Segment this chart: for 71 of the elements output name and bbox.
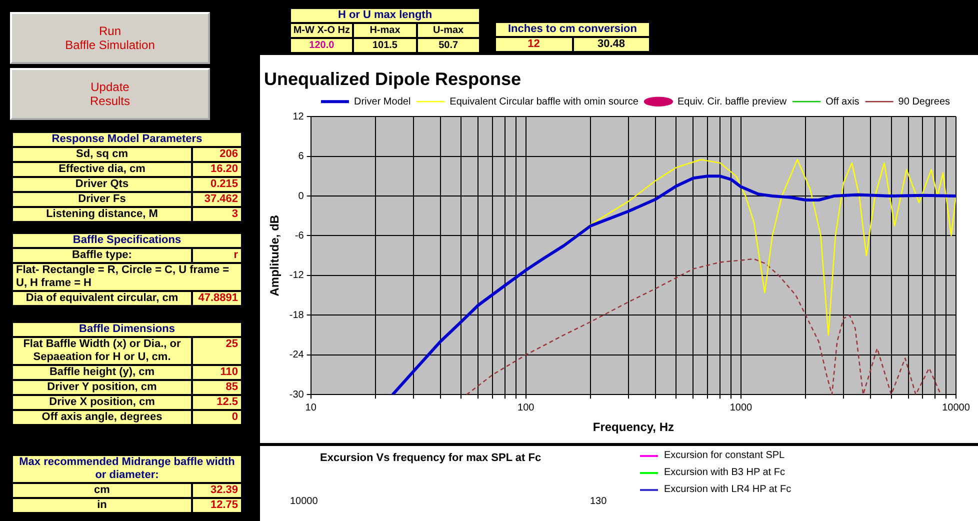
text: 85 — [192, 380, 242, 395]
text: Baffle height (y), cm — [12, 365, 192, 380]
text: Driver Fs — [12, 192, 192, 207]
text: Flat Baffle Width (x) or Dia., or Sepaeation for H or U, cm. — [12, 337, 192, 365]
text: 206 — [192, 147, 242, 162]
text: 50.7 — [416, 38, 480, 53]
text: Excursion with B3 HP at Fc — [664, 467, 785, 478]
legend-label: Equivalent Circular baffle with omin source — [450, 96, 639, 108]
text: Off axis angle, degrees — [12, 410, 192, 425]
y-tick-label: -30 — [289, 389, 304, 400]
text: Drive X position, cm — [12, 395, 192, 410]
text: 12.5 — [192, 395, 242, 410]
text: Driver Qts — [12, 177, 192, 192]
text: cm — [12, 483, 192, 498]
text: Update Results — [10, 68, 210, 120]
x-tick-label: 10 — [305, 402, 317, 414]
text: Sd, sq cm — [12, 147, 192, 162]
text: Max recommended Midrange baffle width or diameter: — [12, 455, 242, 483]
text: 12 — [495, 37, 572, 52]
x-tick-label: 10000 — [942, 402, 970, 414]
text: 10000 — [290, 496, 318, 507]
text: Run Baffle Simulation — [10, 12, 210, 64]
text: Listening distance, M — [12, 207, 192, 222]
x-tick-label: 100 — [518, 402, 535, 414]
y-axis-title: Amplitude, dB — [268, 214, 282, 296]
text: 101.5 — [353, 38, 417, 53]
text: 12.75 — [192, 498, 242, 513]
text: M-W X-O Hz — [290, 23, 354, 38]
text: Baffle Specifications — [12, 233, 242, 248]
text: Dia of equivalent circular, cm — [12, 291, 192, 306]
legend-label: 90 Degrees — [898, 96, 950, 108]
text: 110 — [192, 365, 242, 380]
y-tick-label: -24 — [289, 350, 304, 361]
x-axis-title: Frequency, Hz — [592, 420, 674, 434]
text: 130 — [590, 496, 607, 507]
y-tick-label: 6 — [298, 151, 304, 162]
text: Baffle type: — [12, 248, 192, 263]
text: 47.8891 — [192, 291, 242, 306]
text: Inches to cm conversion — [495, 22, 650, 37]
text: in — [12, 498, 192, 513]
text: 37.462 — [192, 192, 242, 207]
text: Driver Y position, cm — [12, 380, 192, 395]
text: 30.48 — [572, 37, 650, 52]
legend-label: Equiv. Cir. baffle preview — [677, 96, 788, 108]
text: H or U max length — [290, 8, 480, 23]
text: 32.39 — [192, 483, 242, 498]
text: Baffle Dimensions — [12, 322, 242, 337]
text: 120.0 — [290, 38, 354, 53]
legend-label: Driver Model — [354, 96, 411, 108]
chart-title: Unequalized Dipole Response — [264, 68, 522, 89]
text: Effective dia, cm — [12, 162, 192, 177]
y-tick-label: 12 — [292, 111, 304, 122]
text: Excursion Vs frequency for max SPL at Fc — [320, 452, 542, 464]
text: 0 — [192, 410, 242, 425]
text: r — [192, 248, 242, 263]
text: Response Model Parameters — [12, 132, 242, 147]
y-tick-label: 0 — [298, 190, 304, 202]
y-tick-label: -18 — [289, 310, 304, 321]
text: Excursion for constant SPL — [664, 450, 785, 461]
text: Excursion with LR4 HP at Fc — [664, 484, 792, 495]
text: U-max — [416, 23, 480, 38]
text: 16.20 — [192, 162, 242, 177]
x-tick-label: 1000 — [730, 402, 753, 414]
text: 3 — [192, 207, 242, 222]
text: H-max — [353, 23, 417, 38]
text: 0.215 — [192, 177, 242, 192]
y-tick-label: -6 — [294, 230, 304, 242]
text: Flat- Rectangle = R, Circle = C, U frame = U, H frame = H — [12, 263, 242, 291]
legend-label: Off axis — [826, 96, 860, 108]
y-tick-label: -12 — [289, 270, 304, 282]
text: 25 — [192, 337, 242, 365]
